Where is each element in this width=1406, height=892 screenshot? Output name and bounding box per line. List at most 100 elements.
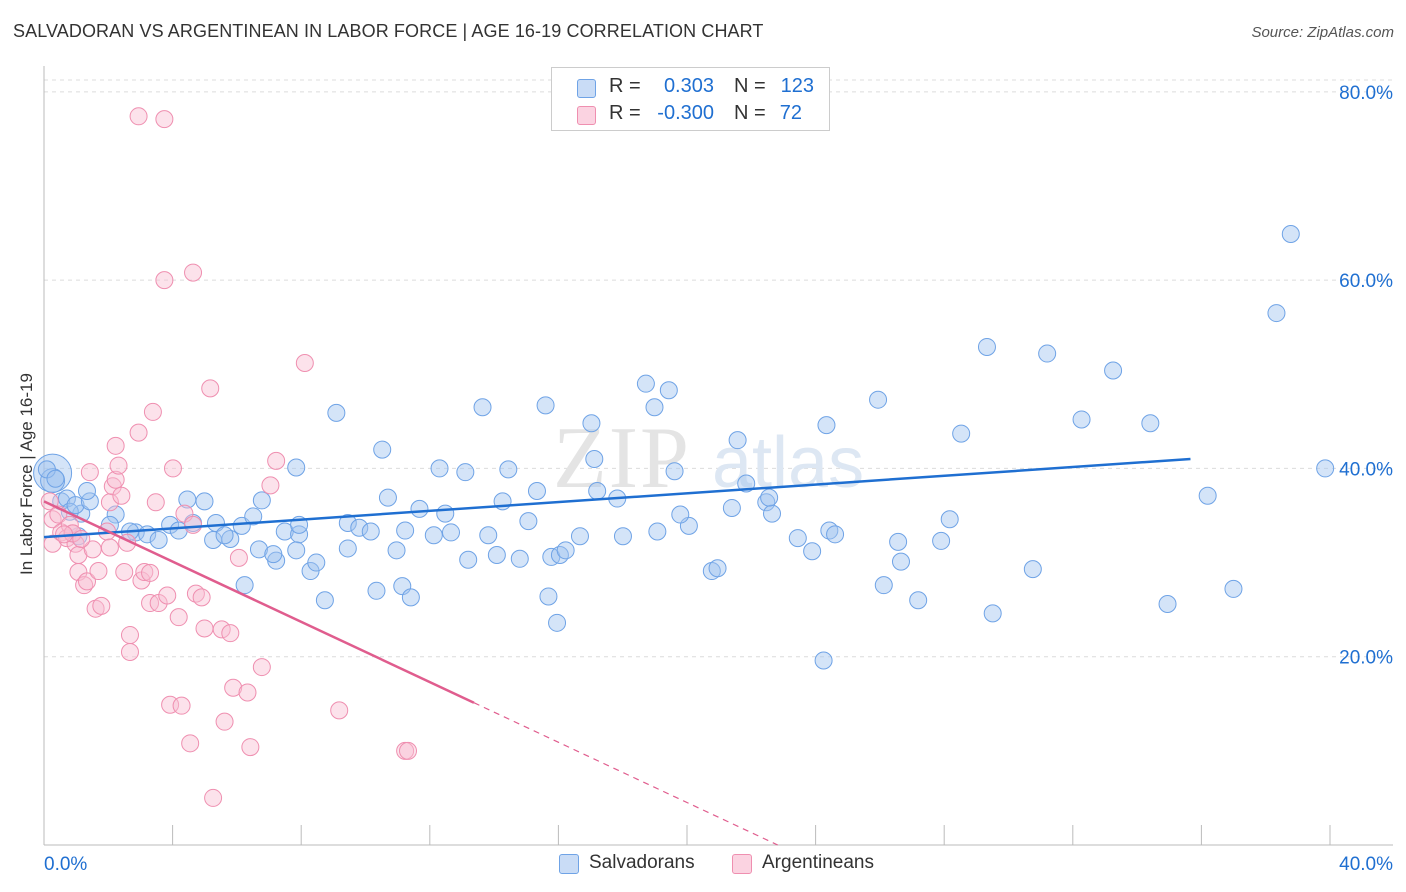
data-point: [763, 504, 782, 523]
data-point: [582, 414, 601, 433]
legend-r-label: R =: [609, 102, 641, 124]
data-point: [613, 527, 632, 546]
data-point: [367, 581, 386, 600]
trend-line-dashed: [473, 702, 778, 846]
data-point: [510, 549, 529, 568]
data-point: [826, 525, 845, 544]
y-tick-label: 40.0%: [1339, 459, 1393, 480]
data-point: [410, 499, 429, 518]
data-point: [295, 353, 314, 372]
tick-labels: 20.0% 40.0% 60.0% 80.0% 0.0% 40.0%: [44, 83, 1393, 875]
data-point: [1158, 594, 1177, 613]
data-point: [1023, 560, 1042, 579]
data-point: [588, 482, 607, 501]
data-point: [889, 532, 908, 551]
data-point: [43, 510, 62, 529]
data-point: [143, 402, 162, 421]
data-point: [757, 493, 776, 512]
data-point: [115, 562, 134, 581]
data-point: [184, 263, 203, 282]
data-point: [737, 474, 756, 493]
bottom-legend-label: Argentineans: [762, 852, 874, 873]
data-point: [221, 624, 240, 643]
data-point: [548, 613, 567, 632]
source-credit: Source: ZipAtlas.com: [1251, 24, 1394, 41]
data-point: [169, 608, 188, 627]
legend-n-value: 123: [780, 75, 814, 97]
data-point: [77, 482, 96, 501]
data-point: [459, 550, 478, 569]
data-point: [235, 576, 254, 595]
legend-swatch-argentineans: [577, 106, 596, 125]
data-point: [570, 527, 589, 546]
data-point: [33, 453, 73, 493]
data-point: [229, 548, 248, 567]
data-point: [215, 526, 234, 545]
data-point: [814, 651, 833, 670]
data-point: [659, 381, 678, 400]
data-point: [788, 529, 807, 548]
data-point: [983, 604, 1002, 623]
data-point: [479, 526, 498, 545]
data-point: [195, 492, 214, 511]
data-point: [1316, 459, 1335, 478]
data-point: [261, 476, 280, 495]
data-point: [527, 482, 546, 501]
data-point: [195, 619, 214, 638]
data-point: [238, 683, 257, 702]
data-point: [671, 505, 690, 524]
data-point: [1267, 304, 1286, 323]
data-point: [120, 643, 139, 661]
data-point: [361, 522, 380, 541]
trend-line: [43, 457, 1191, 539]
data-point: [307, 553, 326, 572]
data-point: [92, 596, 111, 615]
data-point: [201, 379, 220, 398]
data-point: [109, 456, 128, 475]
data-point: [550, 546, 569, 565]
trend-line-solid: [43, 500, 475, 704]
x-tick-label-min: 0.0%: [44, 854, 87, 875]
data-point: [112, 486, 131, 505]
data-point: [932, 531, 951, 550]
bottom-swatch-salvadorans: [559, 854, 579, 874]
data-point: [1198, 486, 1217, 505]
data-point: [135, 562, 154, 581]
y-tick-label: 20.0%: [1339, 648, 1393, 669]
data-point: [940, 510, 959, 529]
data-point: [874, 576, 893, 595]
legend-r-value: 0.303: [663, 75, 714, 97]
data-point: [315, 591, 334, 610]
data-point: [1224, 579, 1243, 598]
data-point: [338, 514, 357, 533]
data-point: [264, 545, 283, 564]
data-point: [708, 559, 727, 578]
legend-swatch-salvadorans: [577, 79, 596, 98]
data-point: [665, 462, 684, 481]
data-point: [89, 562, 108, 581]
data-point: [401, 588, 420, 607]
data-point: [241, 738, 260, 757]
x-tick-label-max: 40.0%: [1339, 854, 1393, 875]
trend-lines: [43, 457, 1191, 846]
data-point: [106, 436, 125, 455]
data-point: [287, 458, 306, 477]
chart-title: SALVADORAN VS ARGENTINEAN IN LABOR FORCE…: [13, 21, 764, 41]
data-point: [399, 741, 418, 760]
data-point: [728, 431, 747, 450]
data-point: [909, 591, 928, 610]
data-point: [215, 712, 234, 731]
data-point: [519, 512, 538, 531]
y-axis-label: In Labor Force | Age 16-19: [17, 373, 36, 575]
data-point: [396, 521, 415, 540]
data-point: [224, 678, 243, 697]
data-point: [120, 626, 139, 645]
axes: [43, 66, 1393, 846]
data-point: [181, 734, 200, 753]
data-point: [244, 507, 263, 526]
series-argentineans: [40, 107, 418, 807]
data-point: [645, 398, 664, 417]
data-point: [424, 526, 443, 545]
data-point: [487, 546, 506, 565]
